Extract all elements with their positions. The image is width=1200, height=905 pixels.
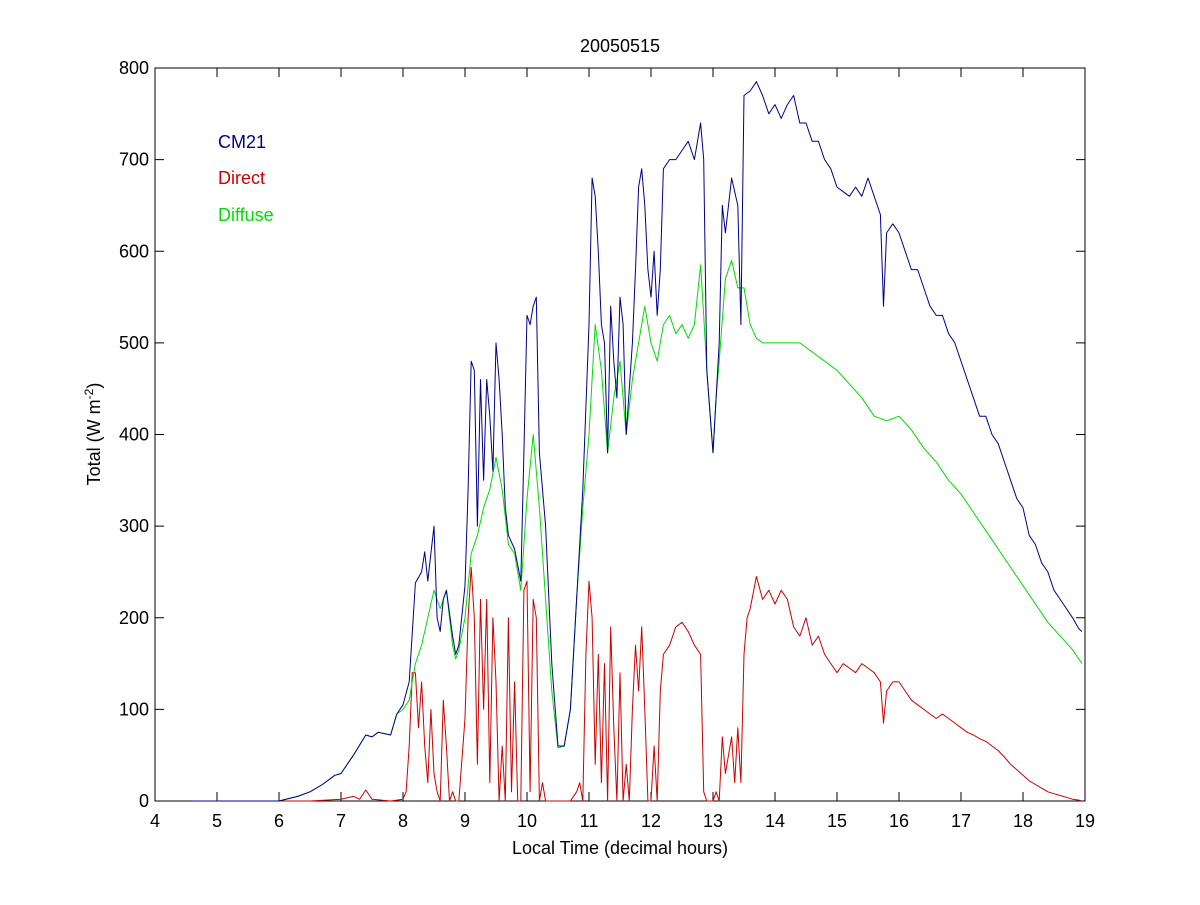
y-tick-label: 300: [119, 516, 149, 536]
series-line-cm21: [192, 81, 1083, 802]
x-tick-label: 6: [274, 811, 284, 831]
x-tick-label: 8: [398, 811, 408, 831]
x-tick-label: 15: [827, 811, 847, 831]
y-axis-label: Total (W m-2): [82, 383, 104, 486]
x-tick-label: 12: [641, 811, 661, 831]
series-line-diffuse: [192, 259, 1083, 802]
x-tick-label: 11: [580, 811, 599, 831]
x-tick-label: 14: [765, 811, 785, 831]
x-tick-label: 7: [336, 811, 346, 831]
legend: CM21 Direct Diffuse: [218, 132, 274, 225]
x-tick-label: 17: [951, 811, 971, 831]
x-tick-label: 10: [517, 811, 537, 831]
x-tick-label: 19: [1075, 811, 1095, 831]
y-axis-label-main: Total (W m: [84, 399, 104, 485]
legend-entry-cm21: CM21: [218, 132, 266, 152]
y-tick-label: 700: [119, 150, 149, 170]
x-tick-label: 4: [150, 811, 160, 831]
y-tick-label: 0: [139, 791, 149, 811]
series-lines: [192, 81, 1083, 802]
y-axis-label-close: ): [84, 383, 104, 389]
x-tick-label: 16: [889, 811, 909, 831]
y-axis-ticks: 0 100 200 300 400 500 600 700 800: [119, 58, 1085, 811]
chart-title: 20050515: [580, 36, 660, 56]
y-tick-label: 500: [119, 333, 149, 353]
y-tick-label: 100: [119, 699, 149, 719]
x-tick-label: 13: [703, 811, 723, 831]
y-tick-label: 800: [119, 58, 149, 78]
legend-entry-diffuse: Diffuse: [218, 205, 274, 225]
y-tick-label: 400: [119, 425, 149, 445]
y-axis-label-exponent: -2: [82, 388, 96, 399]
x-axis-label: Local Time (decimal hours): [512, 838, 728, 858]
x-tick-label: 18: [1013, 811, 1033, 831]
y-tick-label: 600: [119, 241, 149, 261]
x-tick-label: 9: [460, 811, 470, 831]
x-tick-label: 5: [212, 811, 222, 831]
series-line-direct: [192, 566, 1083, 802]
legend-entry-direct: Direct: [218, 168, 265, 188]
x-axis-ticks: 4 5 6 7 8 9 10 11 12 13 14 15 16 17 18 19: [150, 68, 1095, 831]
y-tick-label: 200: [119, 608, 149, 628]
